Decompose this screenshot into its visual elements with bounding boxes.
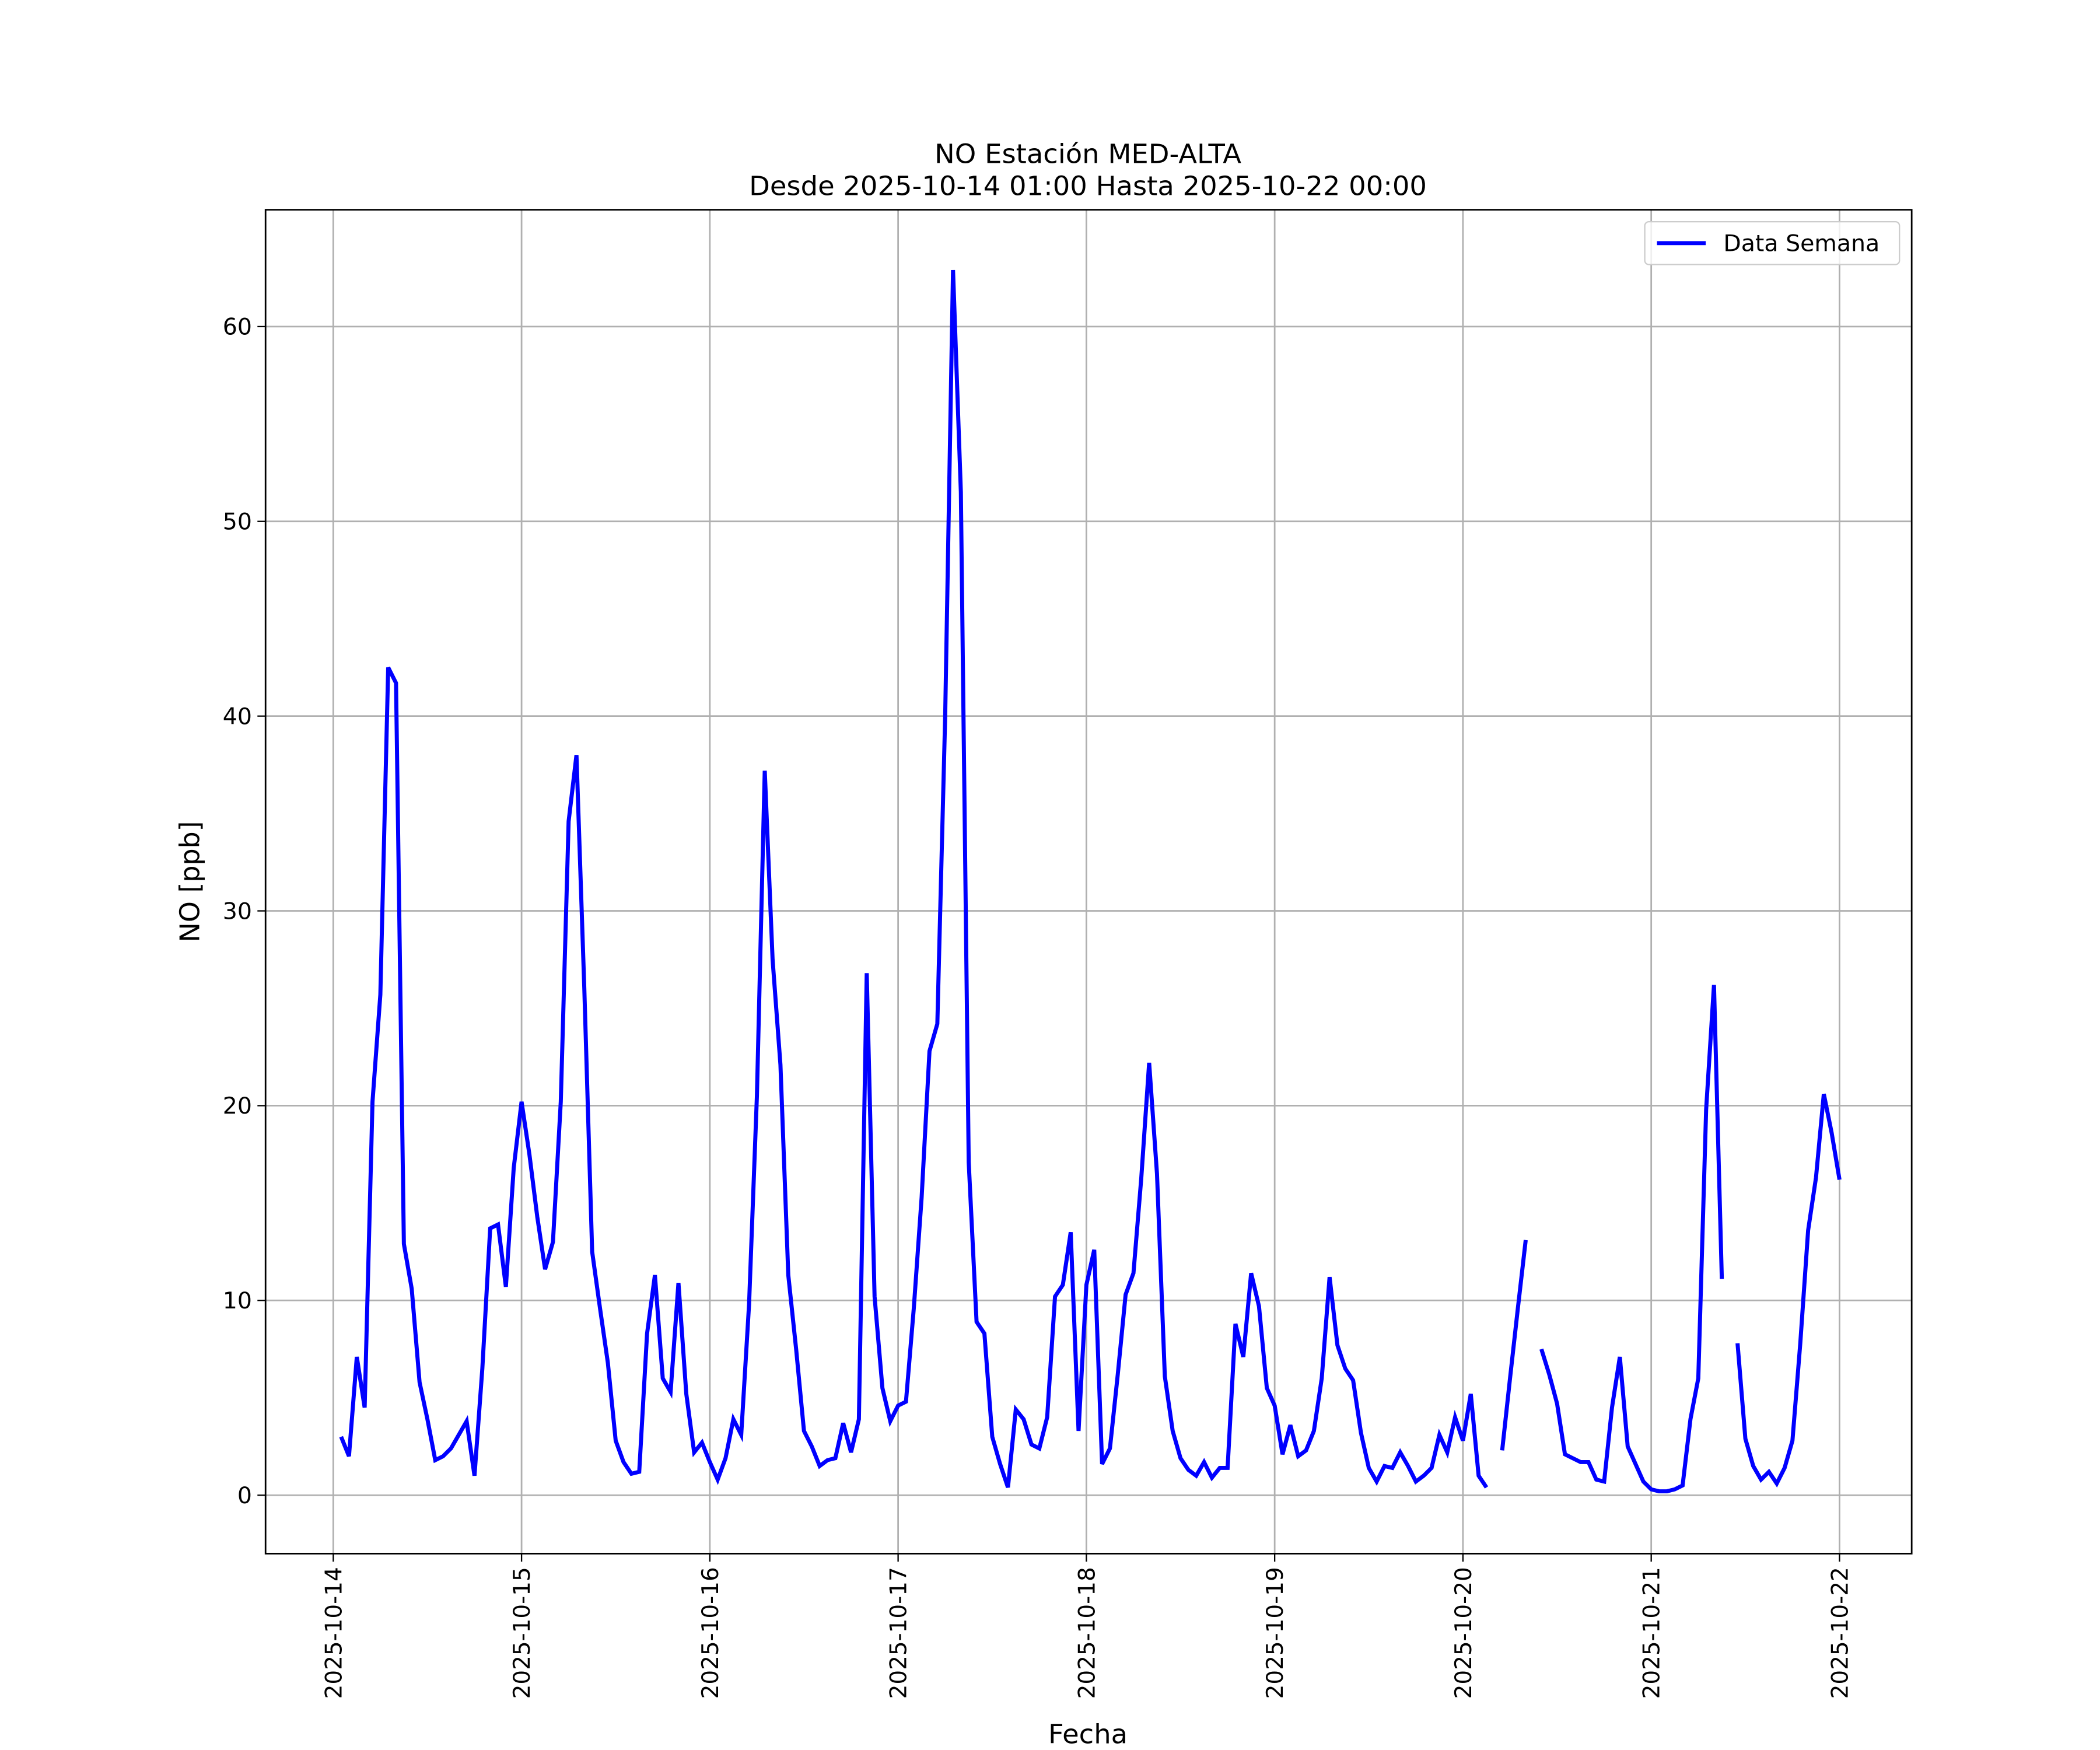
chart-subtitle: Desde 2025-10-14 01:00 Hasta 2025-10-22 …	[749, 170, 1427, 202]
y-tick-label: 40	[223, 704, 252, 730]
x-tick-label: 2025-10-17	[886, 1567, 912, 1699]
plot-frame	[264, 209, 1913, 1555]
y-tick-label: 60	[223, 314, 252, 341]
x-tick-label: 2025-10-21	[1639, 1567, 1665, 1699]
y-tick-label: 50	[223, 509, 252, 536]
x-tick-label: 2025-10-15	[509, 1567, 536, 1699]
data-line	[1539, 985, 1724, 1493]
legend-label: Data Semana	[1723, 231, 1880, 257]
x-axis-label: Fecha	[1048, 1718, 1128, 1750]
y-tick-label: 10	[223, 1288, 252, 1314]
y-tick-label: 30	[223, 899, 252, 925]
x-tick-label: 2025-10-22	[1827, 1567, 1853, 1699]
x-tick-label: 2025-10-14	[321, 1567, 347, 1699]
data-line	[1500, 1240, 1528, 1451]
data-line	[1735, 1093, 1842, 1488]
legend-box	[1644, 221, 1901, 265]
y-axis-label: NO [ppb]	[174, 821, 205, 943]
x-tick-label: 2025-10-18	[1074, 1567, 1100, 1699]
x-tick-label: 2025-10-16	[698, 1567, 724, 1699]
y-tick-label: 20	[223, 1093, 252, 1119]
chart-title: NO Estación MED-ALTA	[935, 138, 1241, 170]
y-tick-label: 0	[237, 1483, 252, 1509]
data-line	[339, 270, 1489, 1489]
x-tick-label: 2025-10-19	[1262, 1567, 1289, 1699]
x-tick-label: 2025-10-20	[1451, 1567, 1477, 1699]
